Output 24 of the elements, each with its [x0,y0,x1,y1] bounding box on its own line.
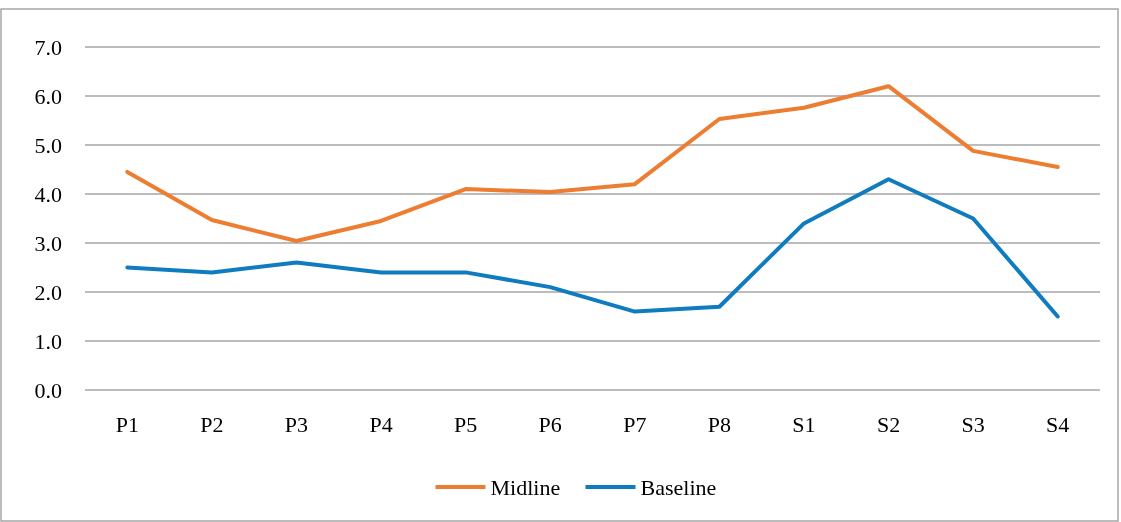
y-tick-label: 5.0 [34,132,62,158]
y-tick-label: 6.0 [34,83,62,109]
y-tick-label: 7.0 [34,34,62,60]
x-tick-label: P7 [623,412,647,437]
x-tick-label: P2 [200,412,224,437]
x-tick-label: S4 [1046,412,1070,437]
x-tick-label: P4 [369,412,393,437]
y-tick-label: 4.0 [34,181,62,207]
x-tick-label: S3 [961,412,985,437]
x-tick-label: P6 [538,412,562,437]
x-tick-label: P3 [284,412,309,437]
line-series [125,84,1060,244]
y-tick-label: 0.0 [34,377,62,403]
y-tick-label: 3.0 [34,230,62,256]
x-tick-label: P8 [707,412,731,437]
y-tick-label: 2.0 [34,279,62,305]
legend-label: Midline [490,474,561,500]
line-series [125,177,1060,319]
x-tick-label: P1 [115,412,139,437]
x-tick-label: S2 [876,412,901,437]
y-tick-label: 1.0 [34,328,62,354]
legend-label: Baseline [640,474,717,500]
x-tick-label: P5 [454,412,478,437]
x-tick-label: S1 [792,412,816,437]
